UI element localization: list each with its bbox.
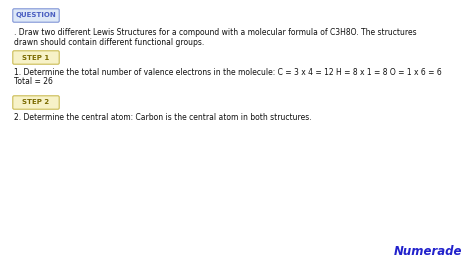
FancyBboxPatch shape: [13, 96, 59, 109]
Text: QUESTION: QUESTION: [16, 13, 56, 19]
Text: Numerade: Numerade: [393, 245, 462, 258]
Text: . Draw two different Lewis Structures for a compound with a molecular formula of: . Draw two different Lewis Structures fo…: [14, 28, 417, 37]
FancyBboxPatch shape: [13, 9, 59, 22]
Text: STEP 2: STEP 2: [22, 99, 50, 106]
Text: 1. Determine the total number of valence electrons in the molecule: C = 3 x 4 = : 1. Determine the total number of valence…: [14, 68, 442, 77]
Text: 2. Determine the central atom: Carbon is the central atom in both structures.: 2. Determine the central atom: Carbon is…: [14, 113, 311, 122]
Text: Total = 26: Total = 26: [14, 77, 53, 86]
Text: drawn should contain different functional groups.: drawn should contain different functiona…: [14, 38, 204, 47]
FancyBboxPatch shape: [13, 51, 59, 64]
Text: STEP 1: STEP 1: [22, 55, 50, 60]
